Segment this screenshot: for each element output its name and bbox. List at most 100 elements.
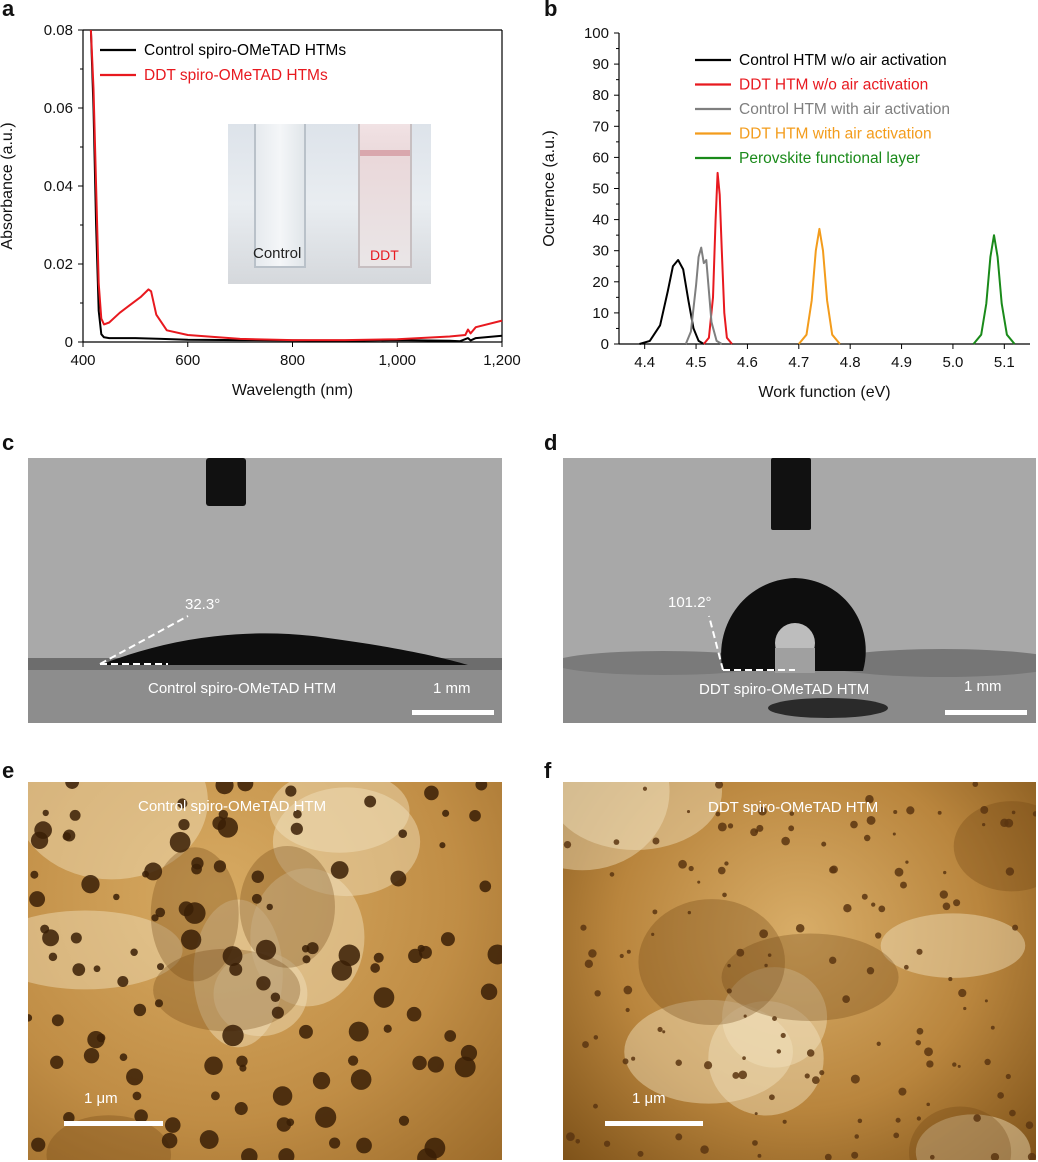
afm-pit: [286, 1118, 295, 1127]
afm-pit: [687, 910, 692, 915]
afm-pit: [566, 1132, 575, 1141]
afm-pit: [255, 939, 277, 960]
afm-pit: [312, 1072, 331, 1090]
afm-pit: [222, 946, 243, 966]
contact-angle-value-ddt: 101.2°: [668, 594, 712, 611]
afm-pit: [726, 988, 732, 994]
afm-pit: [93, 965, 101, 973]
y-axis-label: Ocurrence (a.u.): [541, 130, 558, 246]
afm-pit: [958, 988, 967, 998]
afm-pit: [700, 1145, 709, 1154]
scale-label-control: 1 mm: [433, 680, 471, 697]
afm-dark-region: [638, 899, 786, 1026]
afm-pit: [222, 1024, 244, 1047]
afm-pit: [984, 1058, 991, 1066]
panel-label-e: e: [2, 758, 15, 783]
afm-pit: [272, 1086, 293, 1106]
afm-pit: [87, 1030, 105, 1049]
work-function-chart: 4.4 4.5 4.6 4.7 4.8 4.9 5.0 5.1 0 10 20 30 40 50 60 70 8…: [541, 25, 1030, 401]
afm-pit: [764, 963, 768, 968]
afm-pit: [469, 809, 481, 822]
series-line-1: [89, 29, 503, 343]
afm-pit: [154, 999, 164, 1008]
y-tick-label: 50: [592, 181, 609, 198]
legend-label-4: DDT HTM with air activation: [739, 126, 932, 143]
afm-pit: [134, 1109, 148, 1123]
afm-pit: [30, 870, 39, 879]
x-tick-label: 800: [280, 352, 305, 369]
afm-scale-bar-control: [64, 1121, 163, 1126]
afm-pit: [278, 1148, 295, 1160]
afm-pit: [299, 1024, 313, 1039]
afm-pit: [894, 867, 904, 877]
afm-pit: [990, 1152, 1000, 1160]
afm-pit: [329, 1137, 341, 1149]
x-axis-label: Work function (eV): [758, 384, 890, 401]
afm-pit: [31, 1137, 46, 1152]
afm-pit: [408, 948, 423, 964]
legend-label-1: Control HTM w/o air activation: [739, 52, 947, 69]
afm-pit: [929, 1154, 935, 1160]
afm-pit: [625, 1007, 630, 1013]
afm-pit: [738, 1070, 748, 1080]
afm-caption-ddt: DDT spiro-OMeTAD HTM: [708, 799, 879, 816]
afm-pit: [984, 999, 988, 1003]
afm-image-control: Control spiro-OMeTAD HTM 1 μm: [28, 782, 502, 1160]
legend-label-2: DDT HTM w/o air activation: [739, 77, 928, 94]
afm-pit: [236, 1055, 248, 1067]
afm-pit: [315, 1106, 337, 1128]
afm-pit: [926, 1102, 931, 1107]
afm-pit: [829, 865, 838, 874]
afm-dark-region: [908, 1106, 1012, 1160]
afm-pit: [905, 860, 909, 864]
afm-pit: [865, 795, 874, 804]
afm-pit: [850, 1074, 860, 1084]
afm-pit: [851, 1151, 859, 1159]
afm-pit: [715, 811, 721, 817]
afm-pit: [736, 948, 745, 957]
afm-pit: [348, 1021, 369, 1042]
afm-pit: [972, 782, 979, 787]
afm-pit: [715, 782, 724, 789]
y-tick-label: 0.06: [44, 100, 73, 117]
panel-label-f: f: [544, 758, 552, 783]
x-tick-label: 4.4: [634, 354, 655, 371]
afm-pit: [752, 1140, 758, 1146]
afm-pit: [270, 992, 281, 1002]
afm-pit: [829, 956, 837, 965]
afm-pit: [727, 823, 734, 829]
afm-pit: [126, 1068, 144, 1086]
afm-pit: [980, 805, 989, 814]
afm-pit: [688, 865, 694, 872]
afm-scale-label-control: 1 μm: [84, 1090, 118, 1107]
afm-pit: [875, 932, 882, 939]
afm-pit: [364, 795, 377, 808]
afm-pit: [28, 1014, 33, 1022]
afm-pit: [251, 870, 265, 883]
afm-pit: [742, 1056, 746, 1060]
afm-pit: [893, 809, 898, 815]
y-tick-label: 30: [592, 243, 609, 260]
afm-pit: [183, 902, 206, 924]
afm-pit: [356, 1137, 372, 1154]
afm-pit: [916, 1116, 921, 1121]
afm-pit: [412, 1055, 427, 1071]
afm-pit: [398, 829, 408, 838]
afm-pit: [588, 949, 597, 958]
afm-pit: [631, 1056, 636, 1061]
afm-pit: [1027, 1152, 1036, 1160]
afm-pit: [157, 963, 165, 971]
afm-pit: [788, 825, 795, 832]
y-tick-label: 0: [65, 334, 73, 351]
afm-pit: [806, 1049, 815, 1057]
afm-pit: [1005, 1073, 1011, 1080]
afm-pit: [861, 893, 868, 900]
afm-pit: [609, 872, 615, 877]
afm-pit: [210, 1091, 220, 1101]
afm-pit: [613, 839, 620, 845]
afm-pit: [782, 1119, 787, 1124]
afm-pit: [819, 1070, 825, 1076]
control-cuvette: [254, 124, 306, 268]
afm-pit: [406, 1006, 422, 1022]
y-tick-label: 0.02: [44, 256, 73, 273]
